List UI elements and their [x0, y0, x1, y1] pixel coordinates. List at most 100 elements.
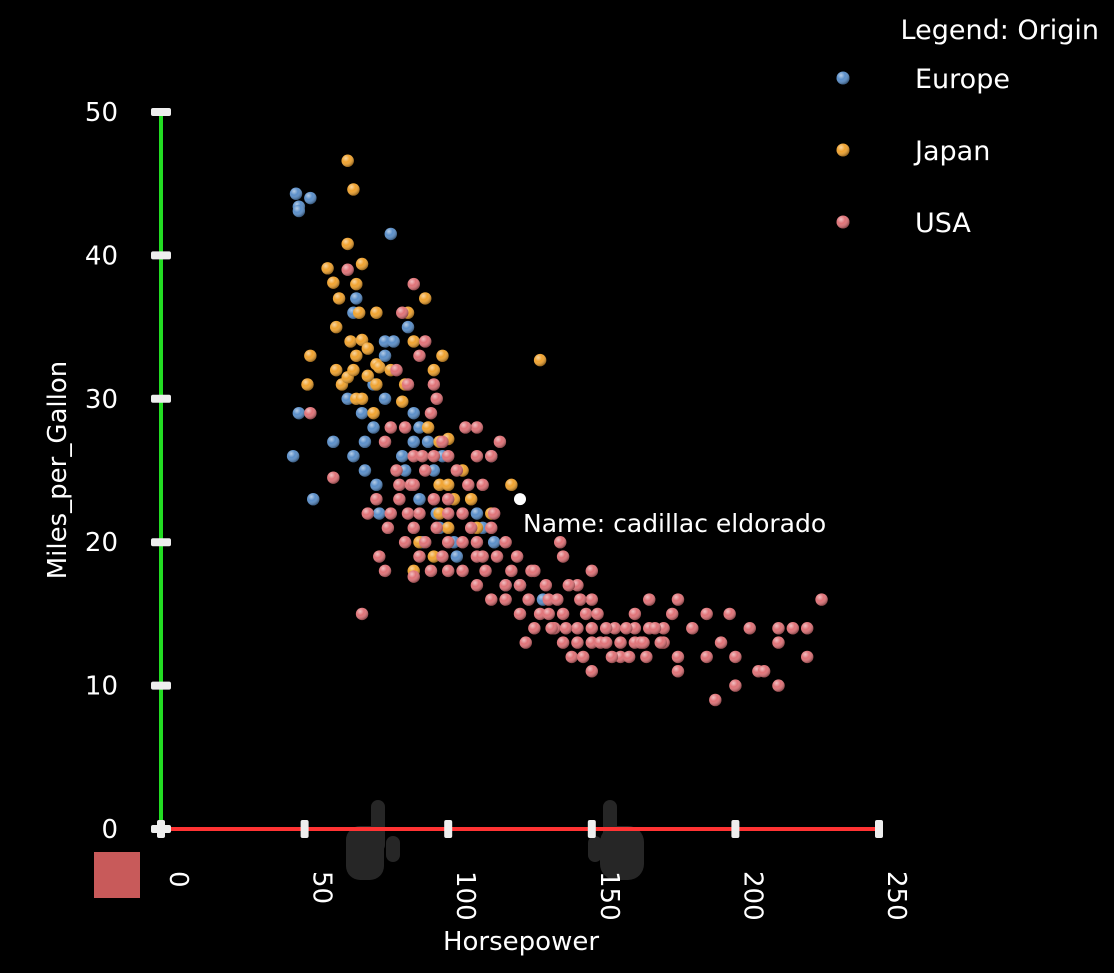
- data-point-shading: [723, 607, 736, 621]
- hand-cursor-ghosts: [346, 800, 644, 880]
- data-point-shading: [427, 378, 441, 391]
- data-point-shading: [490, 550, 504, 563]
- legend-title: Legend: Origin: [901, 15, 1099, 46]
- data-point-shading: [398, 421, 412, 434]
- data-point-shading: [456, 536, 469, 549]
- x-tick-label: 200: [737, 871, 767, 921]
- data-point-shading: [413, 492, 426, 506]
- data-point-shading: [487, 507, 501, 520]
- data-point-shading: [772, 679, 785, 692]
- data-point-shading: [442, 536, 455, 549]
- data-point-shading: [571, 622, 584, 635]
- legend-entry-japan[interactable]: Japan: [836, 136, 991, 167]
- data-point-shading: [401, 507, 415, 520]
- data-point-shading: [304, 349, 317, 362]
- data-point-shading: [565, 650, 578, 664]
- y-tick-mark: [151, 394, 171, 403]
- data-point-shading: [464, 521, 478, 535]
- y-tick-mark: [151, 251, 171, 260]
- data-point-shading: [729, 679, 742, 692]
- data-point-shading: [390, 464, 403, 477]
- data-point-shading: [378, 392, 392, 405]
- data-point-shading: [327, 435, 340, 449]
- data-point-shading: [384, 507, 397, 520]
- data-point-shading: [450, 464, 464, 477]
- data-point-shading: [510, 550, 524, 563]
- data-point-shading: [556, 636, 570, 649]
- data-point-shading: [551, 593, 564, 606]
- data-point-shading: [499, 536, 512, 549]
- data-point-shading: [442, 492, 455, 506]
- data-point-shading: [801, 650, 814, 664]
- data-point-shading: [370, 478, 383, 492]
- data-point-shading: [286, 449, 300, 463]
- data-point-shading: [533, 353, 547, 367]
- data-point-shading: [671, 593, 685, 606]
- y-tick-mark: [151, 108, 171, 116]
- data-point-shading: [347, 183, 360, 196]
- series-usa: [304, 263, 828, 707]
- data-point-shading: [666, 607, 679, 621]
- axes: [151, 108, 883, 838]
- data-point-shading: [401, 378, 415, 391]
- data-point-shading: [476, 478, 489, 492]
- data-point-shading: [430, 392, 443, 405]
- data-point-shading: [419, 292, 432, 305]
- data-point-shading: [585, 622, 598, 635]
- data-point-shading: [574, 593, 587, 606]
- data-point-shading: [528, 564, 541, 578]
- data-point-shading: [433, 478, 446, 492]
- y-tick-label: 10: [85, 672, 118, 702]
- data-point-shading: [378, 349, 392, 362]
- data-point-shading: [545, 622, 558, 635]
- data-point-shading: [571, 579, 584, 592]
- x-tick-mark: [444, 820, 453, 838]
- highlighted-point[interactable]: [514, 493, 526, 506]
- data-point-shading: [493, 435, 507, 449]
- y-tick-mark: [151, 538, 171, 547]
- data-point-shading: [459, 421, 472, 434]
- x-tick-label: 0: [163, 871, 193, 888]
- data-point-shading: [355, 406, 369, 420]
- data-point-shading: [413, 349, 426, 362]
- legend-entry-usa[interactable]: USA: [836, 208, 972, 239]
- legend-label: Japan: [913, 136, 990, 167]
- data-point-shading: [370, 306, 383, 319]
- hand-cursor-icon: [588, 800, 644, 880]
- data-point-shading: [539, 579, 553, 592]
- legend-label: Europe: [915, 64, 1010, 95]
- data-point-shading: [327, 471, 340, 484]
- data-point-shading: [470, 536, 484, 549]
- data-point-shading: [442, 507, 455, 520]
- data-point-shading: [416, 449, 429, 463]
- data-point-shading: [301, 378, 314, 391]
- data-point-shading: [499, 593, 512, 606]
- data-point-shading: [476, 550, 489, 563]
- data-point-shading: [407, 570, 420, 583]
- data-point-shading: [576, 650, 590, 664]
- corner-box: [94, 852, 140, 898]
- data-point-shading: [442, 564, 455, 578]
- data-point-shading: [700, 607, 713, 621]
- data-point-shading: [614, 650, 627, 664]
- x-tick-label: 50: [307, 871, 337, 904]
- data-point-shading: [355, 392, 369, 405]
- data-point-shading: [381, 521, 395, 535]
- y-axis-title: Miles_per_Gallon: [43, 361, 73, 580]
- data-point-shading: [614, 636, 627, 649]
- x-tick-mark: [731, 820, 740, 838]
- data-point-shading: [413, 421, 426, 434]
- y-tick-mark: [151, 825, 171, 833]
- x-tick-mark: [587, 820, 596, 838]
- data-point-shading: [361, 507, 374, 520]
- data-point-shading: [542, 607, 555, 621]
- y-tick-label: 40: [85, 241, 118, 271]
- data-point-shading: [505, 564, 518, 578]
- legend-marker-shading: [836, 215, 850, 229]
- data-point-shading: [344, 335, 357, 348]
- legend-entry-europe[interactable]: Europe: [836, 64, 1010, 95]
- data-point-shading: [628, 607, 642, 621]
- data-point-shading: [289, 187, 303, 200]
- y-tick-label: 0: [101, 815, 118, 845]
